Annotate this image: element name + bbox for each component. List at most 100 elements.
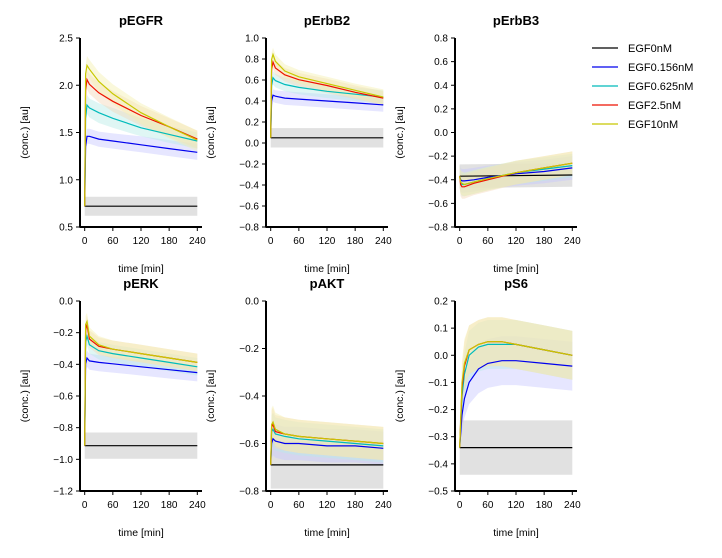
y-tick-label-pakt: 0.0 xyxy=(245,297,259,308)
band-perk-egf10nm xyxy=(84,312,198,446)
x-tick-label-pakt: 240 xyxy=(375,500,392,511)
band-ps6-egf0-625nm xyxy=(459,320,573,448)
legend-label-egf0-156nm: EGF0.156nM xyxy=(628,62,693,74)
chart-title-perbb2: pErbB2 xyxy=(304,13,350,28)
legend-label-egf2-5nm: EGF2.5nM xyxy=(628,100,681,112)
y-axis-label-ps6: (conc.) [au] xyxy=(394,370,406,423)
y-tick-label-perk: −0.6 xyxy=(53,392,73,403)
series-line-perbb2-egf10nm xyxy=(270,52,384,138)
y-axis-label-perk: (conc.) [au] xyxy=(19,370,31,423)
x-tick-label-pegfr: 240 xyxy=(189,236,206,247)
y-axis-label-pakt: (conc.) [au] xyxy=(205,370,217,423)
y-tick-label-perbb3: −0.8 xyxy=(428,223,448,234)
y-tick-label-perbb2: 0.2 xyxy=(245,118,259,129)
series-line-pakt-egf0-156nm xyxy=(270,437,384,465)
chart-pakt: −0.8 −0.6 −0.4 −0.2 0.0 0 60 120 180 240 pAKT time … xyxy=(205,276,392,539)
series-line-perbb2-egf0-156nm xyxy=(270,94,384,138)
series-line-perk-egf0-156nm xyxy=(84,356,198,446)
x-tick-label-perk: 0 xyxy=(82,500,88,511)
series-line-pegfr-egf0-625nm xyxy=(84,103,198,207)
x-axis-label-perbb3: time [min] xyxy=(493,263,539,275)
y-tick-label-ps6: −0.4 xyxy=(428,459,448,470)
y-tick-label-perk: −0.8 xyxy=(53,423,73,434)
y-tick-label-perbb3: −0.4 xyxy=(428,175,448,186)
series-line-perk-egf10nm xyxy=(84,319,198,446)
chart-title-perbb3: pErbB3 xyxy=(493,13,539,28)
y-tick-label-perbb2: 0.4 xyxy=(245,97,259,108)
chart-title-pegfr: pEGFR xyxy=(119,13,164,28)
y-tick-label-perk: −0.4 xyxy=(53,360,73,371)
y-tick-label-ps6: −0.5 xyxy=(428,487,448,498)
y-tick-label-ps6: −0.2 xyxy=(428,405,448,416)
legend-label-egf0-625nm: EGF0.625nM xyxy=(628,81,693,93)
chart-title-pakt: pAKT xyxy=(310,276,345,291)
x-tick-label-perk: 60 xyxy=(107,500,119,511)
series-line-pakt-egf10nm xyxy=(270,420,384,465)
x-tick-label-perbb2: 60 xyxy=(293,236,305,247)
y-tick-label-pegfr: 1.0 xyxy=(59,175,73,186)
band-pakt-egf2-5nm xyxy=(270,407,384,465)
y-tick-label-ps6: −0.1 xyxy=(428,378,448,389)
series-line-ps6-egf0-156nm xyxy=(459,360,573,448)
band-pakt-egf10nm xyxy=(270,405,384,465)
y-tick-label-perk: −1.2 xyxy=(53,487,73,498)
x-tick-label-pegfr: 60 xyxy=(107,236,119,247)
series-line-pegfr-egf0-156nm xyxy=(84,135,198,207)
x-tick-label-pakt: 180 xyxy=(347,500,364,511)
x-tick-label-perbb2: 240 xyxy=(375,236,392,247)
series-line-perbb3-egf10nm xyxy=(459,162,573,186)
y-tick-label-pakt: −0.4 xyxy=(239,392,259,403)
band-perk-egf0-625nm xyxy=(84,327,198,446)
x-axis-label-ps6: time [min] xyxy=(493,527,539,539)
y-tick-label-perbb3: 0.4 xyxy=(434,81,448,92)
y-tick-label-perk: 0.0 xyxy=(59,297,73,308)
x-tick-label-perbb3: 60 xyxy=(482,236,494,247)
x-tick-label-pegfr: 120 xyxy=(133,236,150,247)
series-line-ps6-egf10nm xyxy=(459,341,573,448)
y-tick-label-perk: −0.2 xyxy=(53,328,73,339)
series-line-perbb2-egf0-625nm xyxy=(270,76,384,138)
x-tick-label-ps6: 180 xyxy=(536,500,553,511)
y-tick-label-perbb3: 0.6 xyxy=(434,57,448,68)
y-tick-label-perk: −1.0 xyxy=(53,455,73,466)
series-line-perbb3-egf0-156nm xyxy=(459,167,573,182)
y-tick-label-perbb3: −0.2 xyxy=(428,152,448,163)
series-line-perbb3-egf0nm xyxy=(459,174,573,177)
x-tick-label-pegfr: 0 xyxy=(82,236,88,247)
x-tick-label-perk: 120 xyxy=(133,500,150,511)
x-tick-label-perk: 180 xyxy=(161,500,178,511)
band-perbb2-egf0-156nm xyxy=(270,89,384,138)
y-tick-label-perbb2: −0.2 xyxy=(239,160,259,171)
y-tick-label-pegfr: 2.5 xyxy=(59,34,73,45)
x-tick-label-perbb3: 0 xyxy=(457,236,463,247)
y-tick-label-perbb3: 0.8 xyxy=(434,34,448,45)
y-tick-label-perbb3: −0.6 xyxy=(428,199,448,210)
x-tick-label-perbb2: 0 xyxy=(268,236,274,247)
x-tick-label-perbb2: 180 xyxy=(347,236,364,247)
y-tick-label-perbb2: 0.8 xyxy=(245,55,259,66)
legend-label-egf0nm: EGF0nM xyxy=(628,43,672,55)
x-axis-label-perbb2: time [min] xyxy=(304,263,350,275)
y-tick-label-pegfr: 0.5 xyxy=(59,223,73,234)
legend-label-egf10nm: EGF10nM xyxy=(628,119,678,131)
band-ps6-egf0-156nm xyxy=(459,336,573,448)
y-tick-label-ps6: −0.3 xyxy=(428,432,448,443)
x-tick-label-ps6: 60 xyxy=(482,500,494,511)
y-tick-label-ps6: 0.1 xyxy=(434,324,448,335)
y-axis-label-perbb3: (conc.) [au] xyxy=(394,106,406,159)
chart-ps6: −0.5 −0.4 −0.3 −0.2 −0.1 0.0 0.1 0.2 0 60 120 180 24… xyxy=(394,276,581,539)
x-axis-label-pakt: time [min] xyxy=(304,527,350,539)
x-tick-label-pakt: 60 xyxy=(293,500,305,511)
y-tick-label-pakt: −0.6 xyxy=(239,439,259,450)
y-tick-label-perbb2: −0.4 xyxy=(239,181,259,192)
y-tick-label-pegfr: 1.5 xyxy=(59,128,73,139)
x-tick-label-pakt: 120 xyxy=(319,500,336,511)
y-tick-label-perbb2: 1.0 xyxy=(245,34,259,45)
legend: EGF0nM EGF0.156nM EGF0.625nM EGF2.5nM EGF10n… xyxy=(592,43,693,131)
y-tick-label-pegfr: 2.0 xyxy=(59,81,73,92)
series-line-pegfr-egf10nm xyxy=(84,63,198,207)
band-pakt-egf0-156nm xyxy=(270,422,384,465)
y-tick-label-pakt: −0.2 xyxy=(239,344,259,355)
